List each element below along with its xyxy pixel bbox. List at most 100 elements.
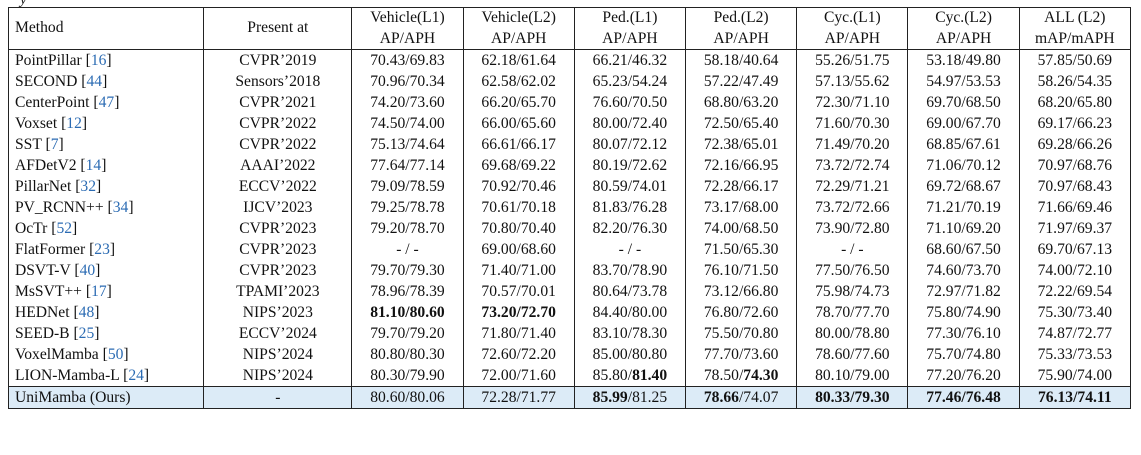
citation-link[interactable]: 14 — [85, 157, 102, 174]
metric-value: 80.30/79.90 — [351, 365, 464, 387]
method-name: MsSVT++ [17] — [7, 281, 205, 302]
metric-value: 53.18/49.80 — [907, 49, 1020, 71]
metric-value: 75.98/74.73 — [796, 281, 909, 302]
venue: - — [203, 386, 353, 409]
table-row: SEED-B [25] ECCV’2024 79.70/79.20 71.80/71.… — [7, 323, 1132, 344]
table-row: MsSVT++ [17] TPAMI’2023 78.96/78.39 70.57/7… — [7, 281, 1132, 302]
metric-value: 68.60/67.50 — [907, 239, 1020, 260]
metric-value: 76.60/70.50 — [573, 92, 687, 113]
metric-value: - / - — [796, 239, 909, 260]
method-name: PV_RCNN++ [34] — [7, 197, 205, 218]
metric-value: 80.64/73.78 — [573, 281, 687, 302]
metric-value: 80.60/80.06 — [351, 386, 464, 409]
method-name: HEDNet [48] — [7, 302, 205, 323]
table-row: PV_RCNN++ [34] IJCV’2023 79.25/78.78 70.61/… — [7, 197, 1132, 218]
header-row-top: Method Present at Vehicle(L1) Vehicle(L2… — [7, 7, 1132, 50]
metric-value: 77.30/76.10 — [907, 323, 1020, 344]
metric-value: 71.50/65.30 — [685, 239, 798, 260]
metric-value: 81.10/80.60 — [351, 302, 464, 323]
header-col-top: Ped.(L1) — [573, 7, 687, 29]
caption-fragment: y — [20, 0, 27, 8]
citation-link[interactable]: 24 — [128, 367, 144, 384]
citation-link[interactable]: 7 — [50, 136, 59, 153]
metric-value: 62.58/62.02 — [462, 71, 575, 92]
table-row: FlatFormer [23] CVPR’2023- / -69.00/68.60… — [7, 239, 1132, 260]
metric-value: 72.50/65.40 — [685, 113, 798, 134]
metric-value: 70.96/70.34 — [351, 71, 464, 92]
metric-value: 73.12/66.80 — [685, 281, 798, 302]
metric-value: 80.00/72.40 — [573, 113, 687, 134]
results-table: Method Present at Vehicle(L1) Vehicle(L2… — [7, 7, 1132, 409]
metric-value: 80.19/72.62 — [573, 155, 687, 176]
table-row: LION-Mamba-L [24] NIPS’2024 80.30/79.90 72.… — [7, 365, 1132, 387]
metric-value: 73.72/72.66 — [796, 197, 909, 218]
metric-value: 71.40/71.00 — [462, 260, 575, 281]
metric-value: 57.22/47.49 — [685, 71, 798, 92]
citation-link[interactable]: 23 — [94, 241, 110, 258]
metric-value: 71.10/69.20 — [907, 218, 1020, 239]
metric-value: 71.66/69.46 — [1018, 197, 1132, 218]
venue: CVPR’2023 — [203, 260, 353, 281]
method-name: DSVT-V [40] — [7, 260, 205, 281]
metric-value: 65.23/54.24 — [573, 71, 687, 92]
metric-value: 66.20/65.70 — [462, 92, 575, 113]
venue: CVPR’2022 — [203, 134, 353, 155]
metric-value: 72.30/71.10 — [796, 92, 909, 113]
citation-link[interactable]: 44 — [86, 73, 103, 90]
header-col-metric: AP/APH — [351, 28, 464, 50]
table-row: OcTr [52] CVPR’2023 79.20/78.70 70.80/70.40… — [7, 218, 1132, 239]
metric-value: 85.00/80.80 — [573, 344, 687, 365]
metric-value: 75.90/74.00 — [1018, 365, 1132, 387]
metric-value: 75.50/70.80 — [685, 323, 798, 344]
citation-link[interactable]: 50 — [107, 346, 124, 363]
metric-value: 74.87/72.77 — [1018, 323, 1132, 344]
venue: NIPS’2024 — [203, 344, 353, 365]
venue: ECCV’2024 — [203, 323, 353, 344]
citation-link[interactable]: 17 — [91, 283, 107, 300]
citation-link[interactable]: 16 — [90, 52, 107, 69]
table-body: PointPillar [16] CVPR’2019 70.43/69.83 62.1… — [7, 49, 1132, 409]
method-name: OcTr [52] — [7, 218, 205, 239]
method-name: AFDetV2 [14] — [7, 155, 205, 176]
table-row: SECOND [44] Sensors’2018 70.96/70.34 62.58/… — [7, 71, 1132, 92]
citation-link[interactable]: 47 — [98, 94, 115, 111]
metric-value: 57.85/50.69 — [1018, 49, 1132, 71]
metric-value: 70.97/68.43 — [1018, 176, 1132, 197]
method-name: FlatFormer [23] — [7, 239, 205, 260]
metric-value: 72.16/66.95 — [685, 155, 798, 176]
table-row: DSVT-V [40] CVPR’2023 79.70/79.30 71.40/71.… — [7, 260, 1132, 281]
metric-value: 75.30/73.40 — [1018, 302, 1132, 323]
metric-value: 70.57/70.01 — [462, 281, 575, 302]
metric-value: 69.68/69.22 — [462, 155, 575, 176]
metric-value: 68.20/65.80 — [1018, 92, 1132, 113]
metric-value: 73.72/72.74 — [796, 155, 909, 176]
metric-value: 76.80/72.60 — [685, 302, 798, 323]
metric-value: 70.43/69.83 — [351, 49, 464, 71]
citation-link[interactable]: 48 — [78, 304, 95, 321]
metric-value: 66.21/46.32 — [573, 49, 687, 71]
metric-value: 77.20/76.20 — [907, 365, 1020, 387]
citation-link[interactable]: 25 — [78, 325, 95, 342]
metric-value: 75.80/74.90 — [907, 302, 1020, 323]
metric-value: 74.20/73.60 — [351, 92, 464, 113]
metric-value: 57.13/55.62 — [796, 71, 909, 92]
citation-link[interactable]: 34 — [112, 199, 129, 216]
metric-value: 75.70/74.80 — [907, 344, 1020, 365]
venue: CVPR’2019 — [203, 49, 353, 71]
metric-value: 68.80/63.20 — [685, 92, 798, 113]
metric-value: 79.70/79.20 — [351, 323, 464, 344]
citation-link[interactable]: 12 — [66, 115, 82, 132]
table-row: Voxset [12] CVPR’2022 74.50/74.00 66.00/65.… — [7, 113, 1132, 134]
venue: TPAMI’2023 — [203, 281, 353, 302]
citation-link[interactable]: 32 — [80, 178, 96, 195]
metric-value: 80.07/72.12 — [573, 134, 687, 155]
citation-link[interactable]: 40 — [79, 262, 96, 279]
metric-value: 71.21/70.19 — [907, 197, 1020, 218]
metric-value: 69.28/66.26 — [1018, 134, 1132, 155]
citation-link[interactable]: 52 — [56, 220, 73, 237]
method-name: SEED-B [25] — [7, 323, 205, 344]
header-col-metric: AP/APH — [685, 28, 798, 50]
metric-value: 72.38/65.01 — [685, 134, 798, 155]
metric-value: 70.97/68.76 — [1018, 155, 1132, 176]
metric-value: 71.60/70.30 — [796, 113, 909, 134]
